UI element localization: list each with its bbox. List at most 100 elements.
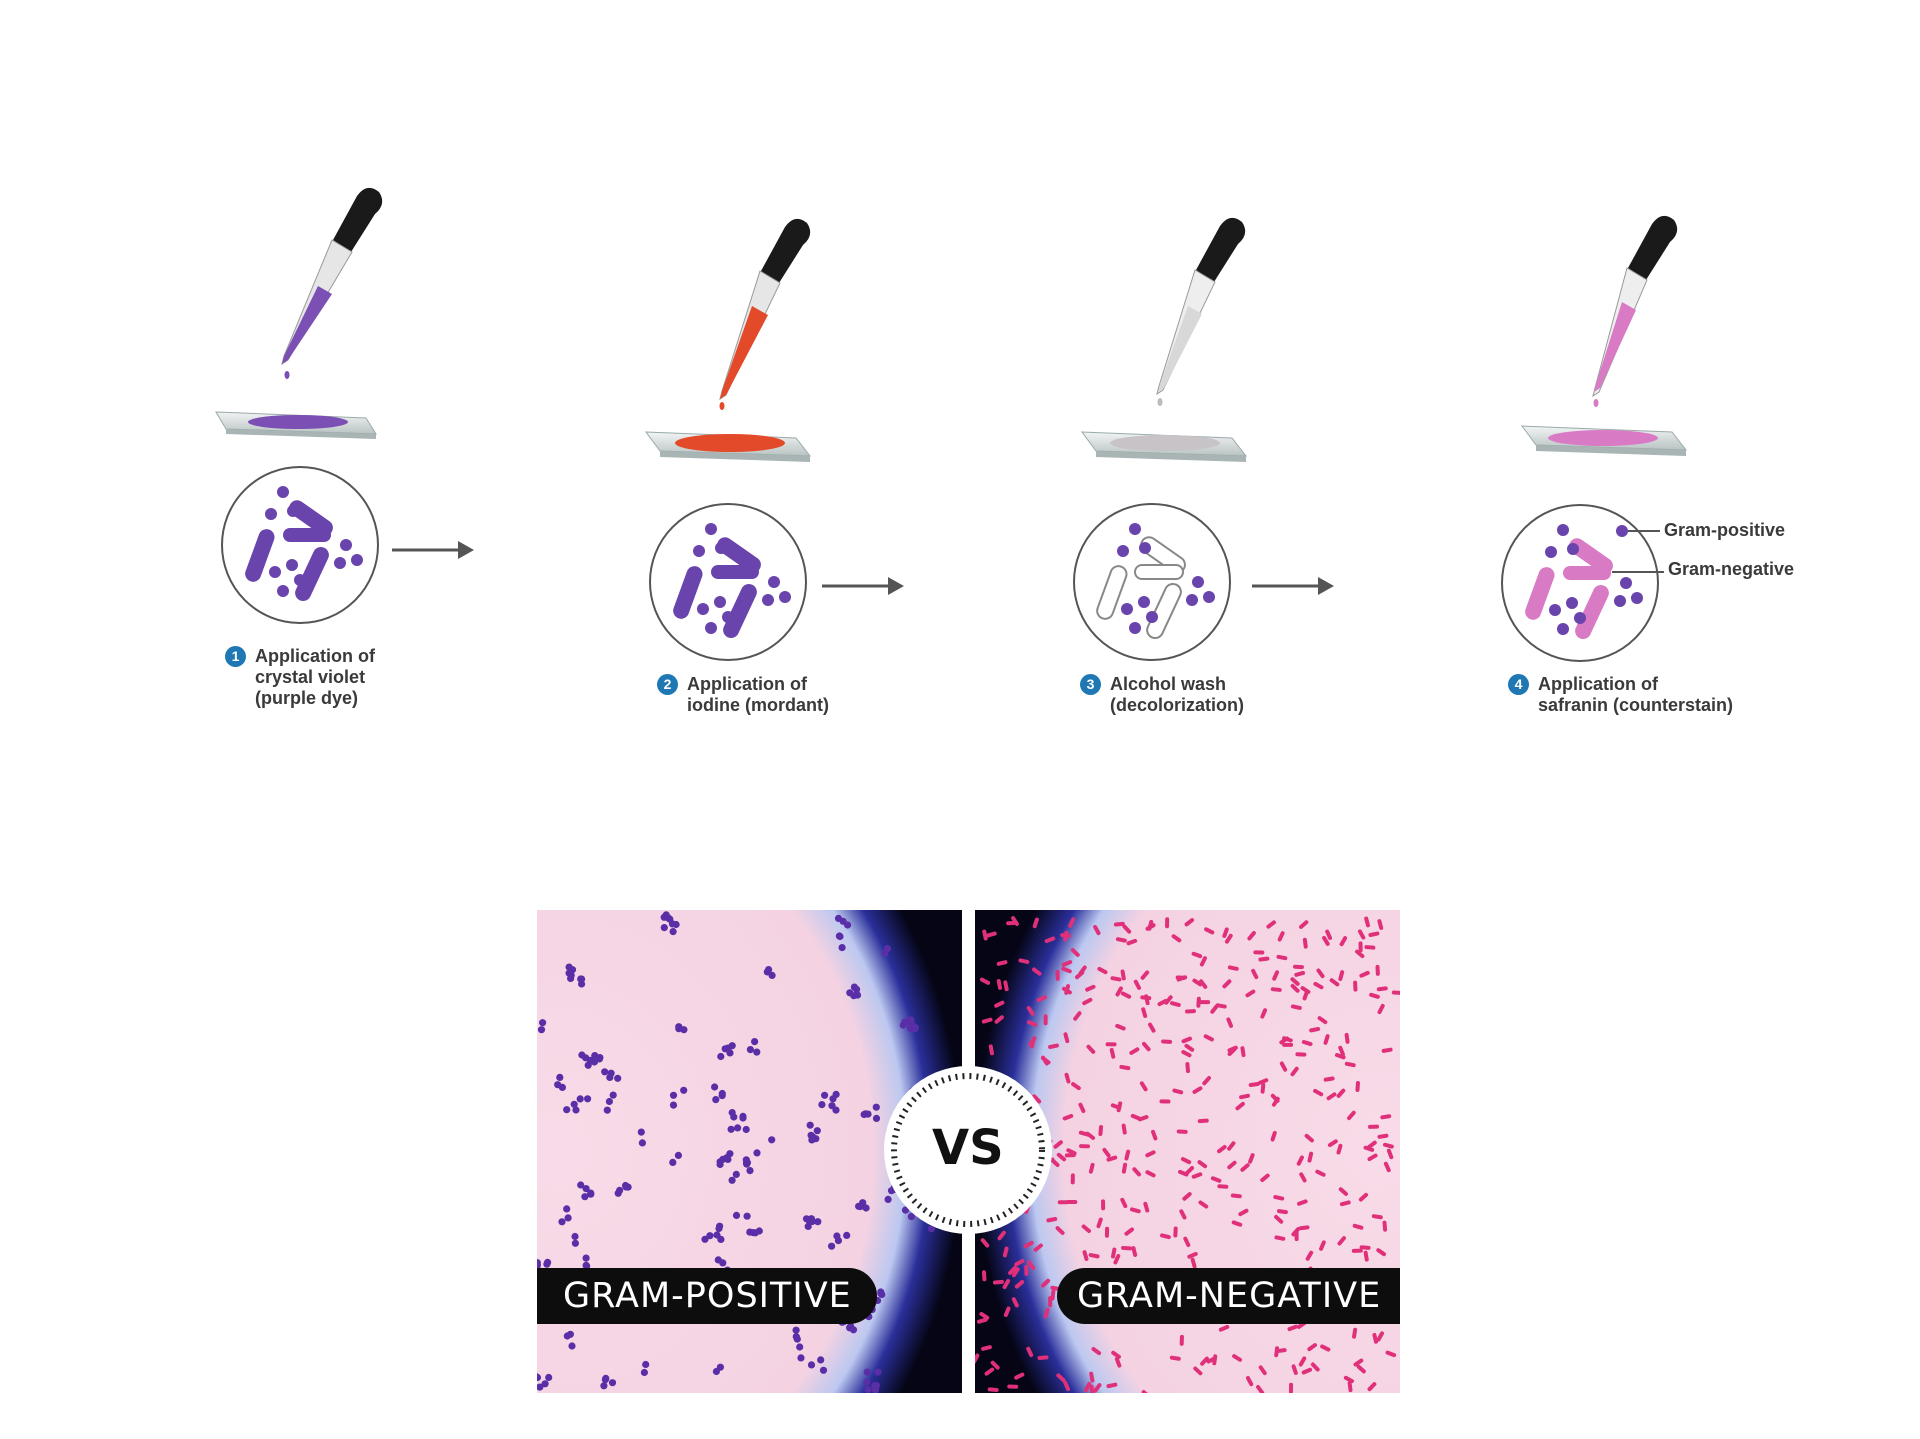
bacillus-cell xyxy=(1055,969,1060,981)
coccus-cell xyxy=(608,1379,617,1387)
bacillus-cell xyxy=(1292,964,1304,970)
coccus-cell xyxy=(706,1232,714,1240)
coccus-cell xyxy=(558,1218,566,1226)
bacillus-cell xyxy=(1003,980,1009,992)
bacillus-cell xyxy=(1376,1248,1387,1257)
bacillus-cell xyxy=(1382,1220,1388,1232)
coccus-cell xyxy=(746,1046,755,1054)
bacillus-cell xyxy=(1129,1047,1140,1055)
coccus-cell xyxy=(563,1106,571,1114)
bacillus-cell xyxy=(1172,1088,1184,1095)
bacillus-cell xyxy=(1044,936,1056,944)
bacillus-cell xyxy=(1272,970,1280,981)
coccus-cell xyxy=(602,1374,610,1382)
bacillus-cell xyxy=(1258,956,1270,962)
coccus-cell xyxy=(581,1193,589,1201)
coccus-cell xyxy=(792,1333,800,1341)
bacillus-cell xyxy=(1386,1148,1394,1160)
bacillus-cell xyxy=(981,1345,992,1351)
bacillus-cell xyxy=(1121,1123,1127,1135)
bacillus-cell xyxy=(1277,931,1285,942)
bacillus-cell xyxy=(1081,1224,1092,1234)
cell-circle xyxy=(1501,504,1659,662)
coccus-cell xyxy=(539,1019,547,1027)
bacillus-cell xyxy=(1097,966,1108,975)
bacillus-cell xyxy=(1074,970,1085,980)
bacillus-cell xyxy=(1198,1200,1209,1209)
bacillus-cell xyxy=(1023,1240,1034,1249)
step-number-badge: 4 xyxy=(1508,674,1529,695)
coccus-cell xyxy=(834,914,843,923)
coccus-cell xyxy=(584,1095,592,1103)
coccus-cell xyxy=(846,1324,854,1332)
bacillus-cell xyxy=(1066,1148,1077,1156)
coccus-cell xyxy=(669,1101,678,1109)
bacillus-cell xyxy=(1064,1072,1071,1084)
bacillus-cell xyxy=(1175,975,1187,980)
vs-badge xyxy=(884,1066,1052,1234)
bacillus-cell xyxy=(1159,1099,1171,1104)
coccus-cell xyxy=(605,1097,614,1106)
coccus-cell xyxy=(907,1016,915,1024)
bacillus-cell xyxy=(1014,1372,1025,1380)
bacillus-cell xyxy=(1294,970,1306,977)
coccus-cell xyxy=(802,1215,811,1223)
bacillus-cell xyxy=(1338,1045,1345,1057)
bacillus-cell xyxy=(1245,989,1256,998)
bacillus-cell xyxy=(1140,995,1152,1001)
bacillus-cell xyxy=(1181,1036,1192,1044)
step-number-badge: 2 xyxy=(657,674,678,695)
coccus-cell xyxy=(844,921,852,929)
bacillus-cell xyxy=(1132,1167,1142,1177)
coccus-cell xyxy=(846,989,854,997)
coccus-cell xyxy=(743,1160,751,1168)
bacillus-cell xyxy=(1139,1081,1148,1092)
coccus-cell xyxy=(669,928,677,936)
coccus-cell xyxy=(871,1386,880,1393)
bacillus-cell xyxy=(1024,1264,1029,1276)
bacillus-cell xyxy=(1319,1240,1326,1251)
bacillus-cell xyxy=(1202,1076,1211,1086)
bacillus-cell xyxy=(1056,1152,1067,1162)
bacillus-cell xyxy=(1323,1034,1330,1045)
bacillus-cell xyxy=(1352,1223,1364,1230)
bacillus-cell xyxy=(1057,1200,1069,1205)
bacillus-cell xyxy=(1180,1157,1192,1165)
bacillus-cell xyxy=(1106,1155,1118,1162)
bacillus-cell xyxy=(1063,1380,1071,1392)
bacillus-cell xyxy=(1181,1050,1192,1058)
coccus-cell xyxy=(537,1259,541,1267)
bacillus-cell xyxy=(1078,1102,1086,1114)
coccus-cell xyxy=(877,1288,885,1296)
bacillus-cell xyxy=(1247,931,1256,941)
bacillus-cell xyxy=(1368,931,1380,938)
coccus-cell xyxy=(577,975,585,983)
bacillus-cell xyxy=(1179,1334,1184,1346)
bacillus-cell xyxy=(1298,1225,1310,1231)
bacillus-cell xyxy=(1227,965,1239,971)
coccus-cell xyxy=(537,1383,544,1391)
coccus-cell xyxy=(554,1081,562,1089)
bacillus-cell xyxy=(1309,1027,1321,1033)
bacillus-cell xyxy=(1084,1381,1092,1393)
bacillus-cell xyxy=(1383,1161,1391,1173)
bacillus-cell xyxy=(1352,1327,1358,1339)
bacillus-cell xyxy=(1307,1343,1318,1352)
bacillus-cell xyxy=(1191,1172,1203,1179)
coccus-cell xyxy=(819,1366,828,1374)
coccus-cell xyxy=(591,1052,599,1060)
bacillus-cell xyxy=(1086,1044,1096,1054)
bacillus-cell xyxy=(1124,1149,1131,1161)
bacillus-cell xyxy=(981,1017,993,1024)
bacillus-cell xyxy=(1364,916,1370,928)
bacillus-cell xyxy=(1043,1014,1048,1026)
step-1 xyxy=(215,187,474,624)
bacillus-cell xyxy=(1288,1382,1294,1393)
bacillus-cell xyxy=(1351,1248,1363,1253)
bacillus-cell xyxy=(1334,1053,1346,1060)
coccus-cell xyxy=(732,1211,741,1219)
bacillus-cell xyxy=(1104,1226,1110,1238)
coccus-cell xyxy=(577,1181,585,1189)
coccus-cell xyxy=(713,1231,721,1239)
coccus-cell xyxy=(911,1024,919,1032)
